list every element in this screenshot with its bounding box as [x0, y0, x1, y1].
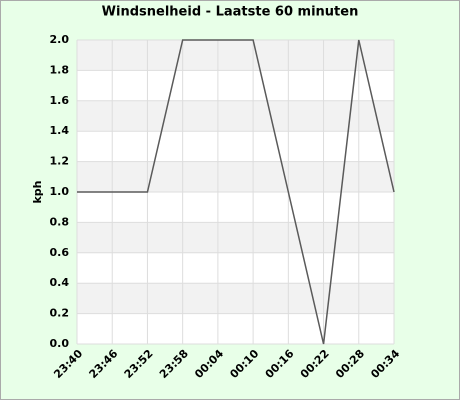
- chart-title: Windsnelheid - Laatste 60 minuten: [102, 5, 359, 20]
- y-tick-label: 1.2: [50, 155, 70, 168]
- band: [77, 100, 394, 132]
- y-tick-label: 0.0: [50, 337, 70, 350]
- data-line: [77, 39, 395, 345]
- y-tick-label: 1.0: [50, 185, 70, 198]
- y-tick-label: 2.0: [50, 33, 70, 46]
- band: [77, 222, 394, 253]
- band: [77, 283, 394, 314]
- band: [77, 40, 394, 71]
- y-tick-label: 1.8: [50, 63, 70, 76]
- y-tick-label: 0.4: [50, 276, 70, 289]
- y-tick-label: 0.2: [50, 307, 70, 320]
- y-tick-label: 1.6: [50, 94, 70, 107]
- y-tick-label: 0.8: [50, 215, 70, 228]
- y-axis-label: kph: [31, 180, 44, 203]
- y-tick-label: 0.6: [50, 246, 70, 259]
- y-tick-label: 1.4: [50, 124, 70, 137]
- band: [77, 161, 394, 192]
